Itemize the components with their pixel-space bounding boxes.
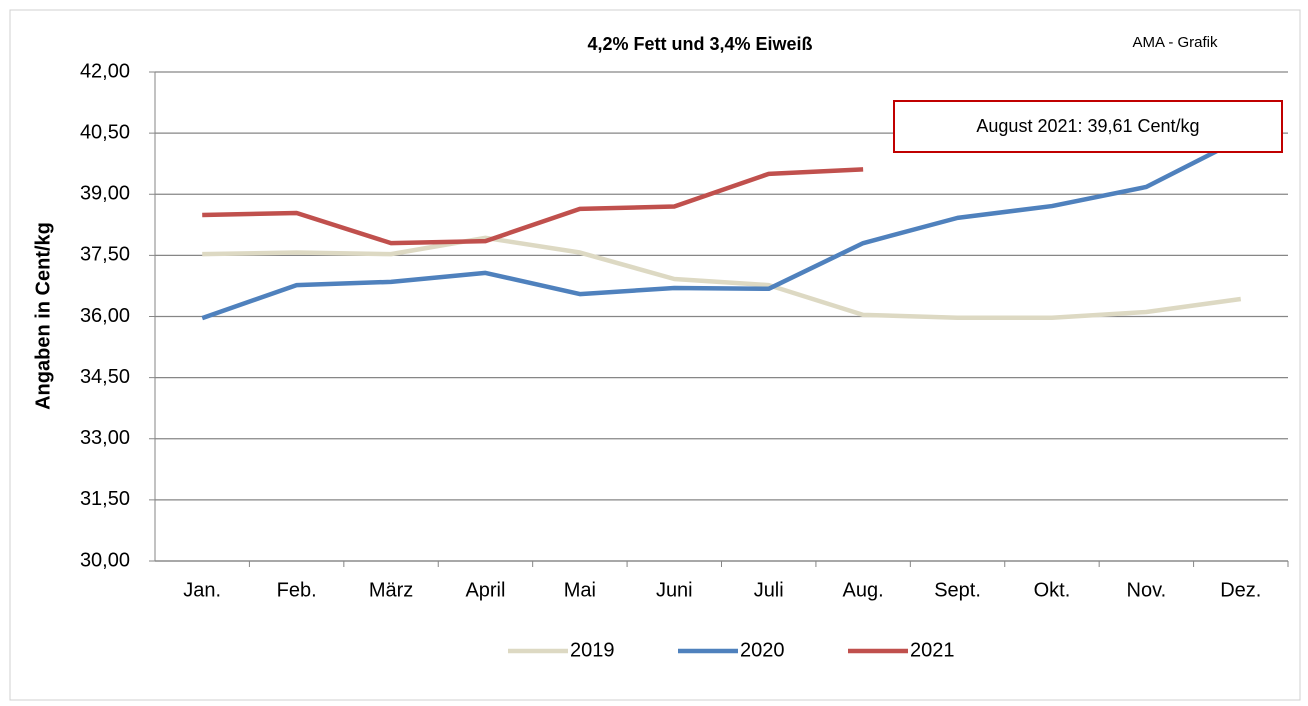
x-tick-label: Sept. [934, 579, 981, 601]
x-tick-label: Dez. [1220, 579, 1261, 601]
series-line [201, 136, 1242, 321]
x-tick-label: Juli [754, 579, 784, 601]
series-line [202, 235, 1242, 320]
y-tick-label: 40,50 [80, 121, 130, 143]
y-tick-label: 34,50 [80, 366, 130, 388]
legend-label: 2021 [910, 639, 955, 661]
x-tick-label: Okt. [1034, 579, 1071, 601]
legend-label: 2020 [740, 639, 785, 661]
annotation-box [893, 100, 1283, 153]
chart-title: 4,2% Fett und 3,4% Eiweiß [587, 34, 812, 54]
x-tick-label: Nov. [1127, 579, 1167, 601]
y-tick-label: 36,00 [80, 305, 130, 327]
x-tick-label: April [465, 579, 505, 601]
annotation: August 2021: 39,61 Cent/kg [976, 116, 1199, 136]
x-tick-label: Feb. [277, 579, 317, 601]
x-tick-label: Mai [564, 579, 596, 601]
y-tick-label: 39,00 [80, 183, 130, 205]
x-tick-label: Juni [656, 579, 693, 601]
legend-label: 2019 [570, 639, 615, 661]
source-note: AMA - Grafik [1132, 34, 1218, 51]
x-tick-label: März [369, 579, 413, 601]
y-tick-label: 37,50 [80, 244, 130, 266]
series-line [202, 167, 864, 246]
chart-border [9, 9, 1301, 701]
y-tick-label: 30,00 [80, 549, 130, 571]
x-tick-label: Aug. [843, 579, 884, 601]
y-axis-label: Angaben in Cent/kg [32, 222, 54, 410]
x-tick-label: Jan. [183, 579, 221, 601]
y-tick-label: 42,00 [80, 60, 130, 82]
y-tick-label: 33,00 [80, 427, 130, 449]
y-tick-label: 31,50 [80, 488, 130, 510]
